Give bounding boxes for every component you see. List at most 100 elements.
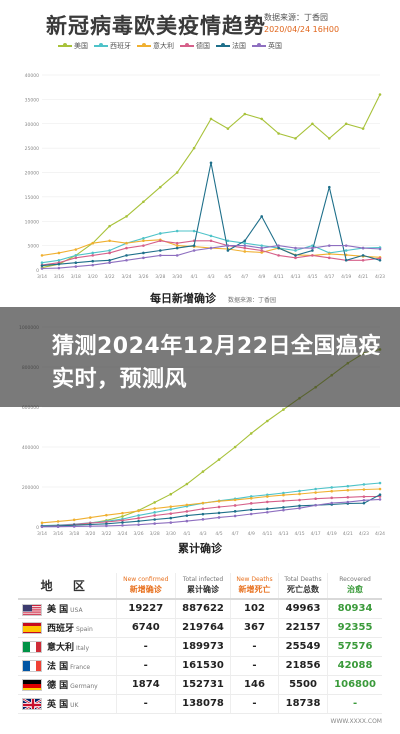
data-point <box>201 507 205 511</box>
data-point <box>209 234 213 238</box>
total-cell: 138078 <box>175 694 231 714</box>
chart-header: 新冠病毒欧美疫情趋势 数据来源：丁香园 2020/04/24 16H00 美国 西… <box>0 0 400 64</box>
data-point <box>185 510 189 513</box>
new-confirmed-cell: - <box>115 656 176 676</box>
data-point <box>137 519 140 523</box>
x-tick-label: 3/14 <box>37 274 47 280</box>
data-point <box>260 117 264 121</box>
data-point <box>328 185 331 189</box>
data-point <box>40 261 44 264</box>
legend-item: 法国 <box>216 40 246 52</box>
col-region: 地 区 <box>18 573 116 600</box>
data-point <box>142 200 145 204</box>
footer: WWW.XXXX.COM <box>0 716 400 734</box>
data-point <box>159 239 162 243</box>
x-tick-label: 3/18 <box>71 274 81 280</box>
table-header-row: 地 区 New confirmed 新增确诊 Total infected 累计确诊… <box>18 573 382 600</box>
data-point <box>314 491 317 494</box>
deaths-cell: 21856 <box>277 656 328 676</box>
data-point <box>108 258 111 262</box>
data-point <box>153 518 156 521</box>
data-point <box>266 495 269 498</box>
x-tick-label: 4/15 <box>294 531 304 537</box>
data-point <box>153 507 156 510</box>
data-point <box>282 491 285 495</box>
data-point <box>217 458 221 461</box>
data-point <box>378 481 382 485</box>
data-point <box>105 513 108 517</box>
data-point <box>121 524 124 527</box>
deaths-cell: 5500 <box>277 675 328 695</box>
data-point <box>175 241 179 245</box>
y-tick-label: 600000 <box>22 405 39 411</box>
data-point <box>330 486 334 489</box>
stats-table: 地 区 New confirmed 新增确诊 Total infected 累计确诊… <box>18 573 382 714</box>
x-tick-label: 3/28 <box>155 274 165 280</box>
data-point <box>243 250 247 253</box>
italy-flag-icon <box>22 641 42 654</box>
data-point <box>201 501 205 505</box>
new-deaths-cell: - <box>230 656 279 676</box>
data-point <box>169 505 173 508</box>
data-point <box>169 492 173 496</box>
chart-title: 新冠病毒欧美疫情趋势 <box>46 14 266 38</box>
legend-swatch <box>180 43 194 47</box>
x-tick-label: 4/19 <box>341 274 351 280</box>
data-point <box>169 516 173 520</box>
table-row: 法 国 France -161530-21856 42088 <box>18 656 382 676</box>
recovered-cell: 42088 <box>327 656 382 676</box>
data-point <box>311 122 314 126</box>
data-point <box>362 501 366 505</box>
data-point <box>233 510 237 513</box>
data-point <box>266 507 269 511</box>
data-point <box>159 254 162 257</box>
legend-label: 法国 <box>232 42 246 50</box>
data-point <box>153 501 156 504</box>
data-point <box>226 239 230 243</box>
data-point <box>91 263 94 267</box>
data-point <box>137 516 140 520</box>
cumulative-cases-chart: 020000040000060000080000010000003/143/16… <box>19 325 385 537</box>
daily-chart-caption: 每日新增确诊 <box>150 292 216 305</box>
x-tick-label: 4/15 <box>307 274 317 280</box>
data-point <box>153 511 156 514</box>
data-point <box>233 445 237 449</box>
data-point <box>137 523 140 526</box>
data-point <box>57 266 61 270</box>
uk-flag-icon <box>22 698 42 711</box>
data-point <box>277 254 280 257</box>
x-tick-label: 4/7 <box>232 531 239 537</box>
data-point <box>361 254 365 257</box>
x-tick-label: 3/20 <box>88 274 98 280</box>
data-point <box>137 514 140 517</box>
data-point <box>249 496 253 500</box>
data-point <box>328 252 331 256</box>
data-point <box>125 215 128 218</box>
data-point <box>40 525 44 529</box>
x-tick-label: 4/9 <box>248 531 255 537</box>
data-point <box>201 512 205 516</box>
headline-banner <box>0 307 400 407</box>
new-deaths-cell: - <box>230 637 279 657</box>
col-recovered: Recovered 治愈 <box>327 573 382 600</box>
recovered-cell: 92355 <box>327 618 382 638</box>
data-point <box>74 265 78 268</box>
x-tick-label: 3/26 <box>138 274 148 280</box>
x-tick-label: 3/28 <box>150 531 160 537</box>
data-point <box>260 249 264 252</box>
data-point <box>125 254 128 257</box>
data-point <box>209 246 213 250</box>
legend-label: 德国 <box>196 42 210 50</box>
col-main-label: 治愈 <box>347 585 364 594</box>
data-point <box>260 246 264 250</box>
data-point <box>361 246 365 250</box>
data-point <box>88 524 92 528</box>
data-point <box>159 232 162 235</box>
country-name-en: Italy <box>76 644 90 652</box>
data-point <box>328 256 331 260</box>
data-point <box>314 503 317 507</box>
x-tick-label: 4/5 <box>224 274 231 280</box>
data-point <box>361 258 365 262</box>
table-row: 意大利 Italy -189973-25549 57576 <box>18 637 382 657</box>
x-tick-label: 4/11 <box>262 531 272 537</box>
